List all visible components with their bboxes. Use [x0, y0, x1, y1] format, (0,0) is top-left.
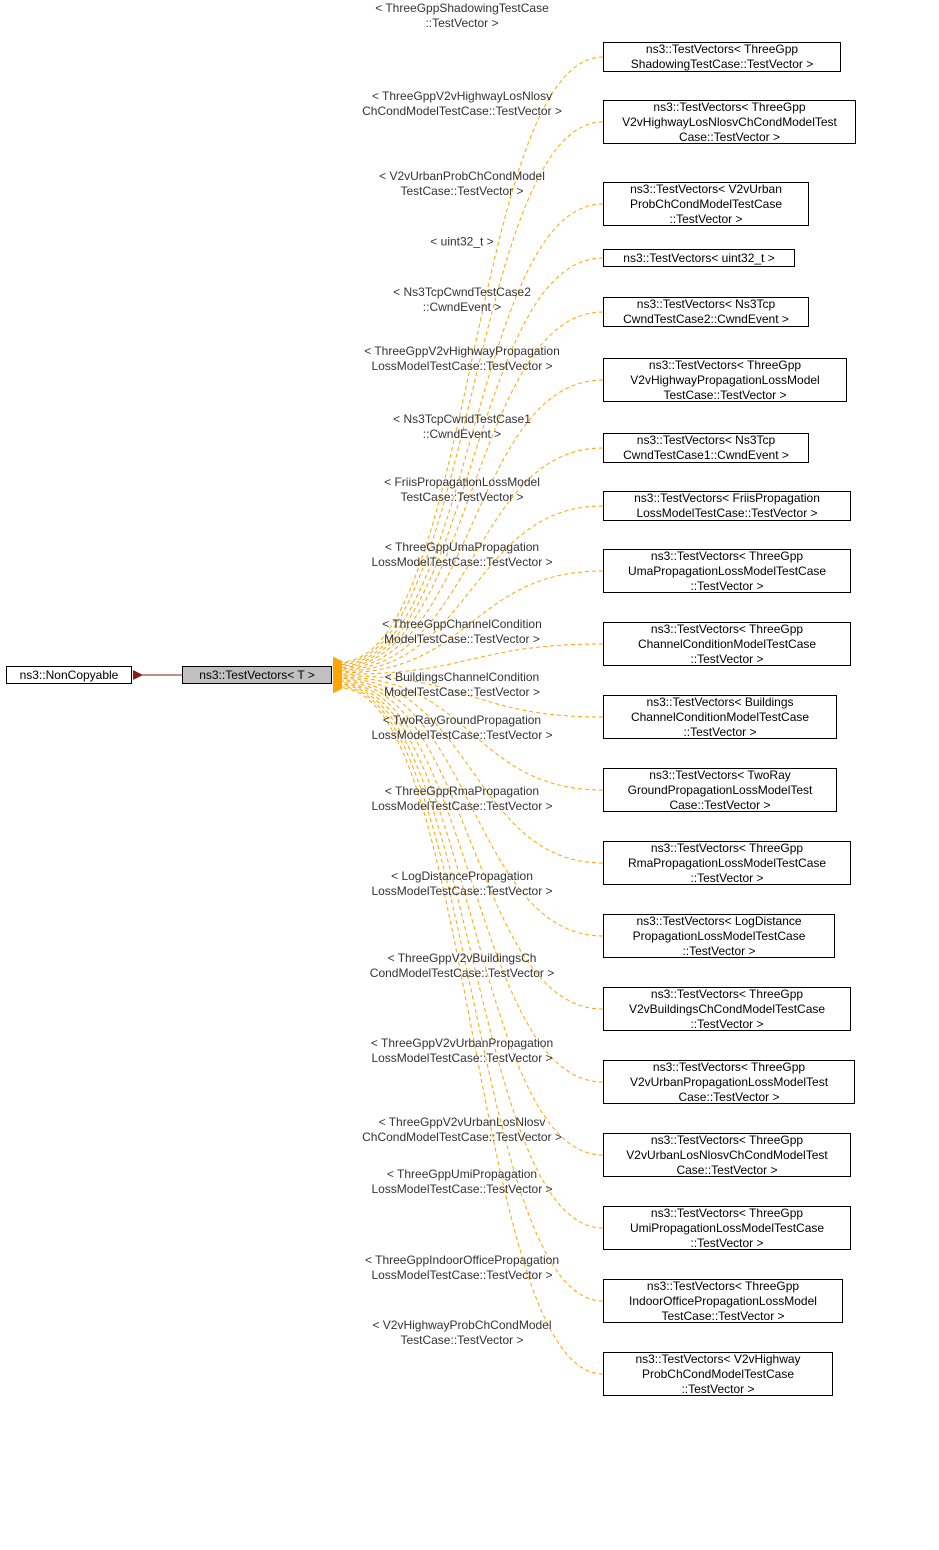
edge-label: < ThreeGppIndoorOfficePropagation LossMo… [365, 1253, 559, 1283]
node-testvectors-instance[interactable]: ns3::TestVectors< Ns3Tcp CwndTestCase1::… [603, 433, 809, 463]
edge-label: < ThreeGppUmiPropagation LossModelTestCa… [371, 1167, 552, 1197]
node-testvectors-instance[interactable]: ns3::TestVectors< ThreeGpp RmaPropagatio… [603, 841, 851, 885]
node-testvectors-instance[interactable]: ns3::TestVectors< V2vUrban ProbChCondMod… [603, 182, 809, 226]
node-testvectors-instance[interactable]: ns3::TestVectors< V2vHighway ProbChCondM… [603, 1352, 833, 1396]
node-testvectors-instance[interactable]: ns3::TestVectors< ThreeGpp UmiPropagatio… [603, 1206, 851, 1250]
edge-label: < V2vUrbanProbChCondModel TestCase::Test… [379, 169, 545, 199]
node-testvectors-instance[interactable]: ns3::TestVectors< ThreeGpp V2vUrbanLosNl… [603, 1133, 851, 1177]
node-testvectors-instance[interactable]: ns3::TestVectors< ThreeGpp IndoorOfficeP… [603, 1279, 843, 1323]
node-testvectors-instance[interactable]: ns3::TestVectors< FriisPropagation LossM… [603, 491, 851, 521]
node-testvectors-instance[interactable]: ns3::TestVectors< ThreeGpp V2vUrbanPropa… [603, 1060, 855, 1104]
edge-label: < ThreeGppRmaPropagation LossModelTestCa… [371, 784, 552, 814]
node-testvectors-instance[interactable]: ns3::TestVectors< Ns3Tcp CwndTestCase2::… [603, 297, 809, 327]
edge-label: < ThreeGppV2vUrbanLosNlosv ChCondModelTe… [362, 1115, 562, 1145]
node-testvectors-instance[interactable]: ns3::TestVectors< ThreeGpp ShadowingTest… [603, 42, 841, 72]
edge-label: < ThreeGppV2vHighwayPropagation LossMode… [364, 344, 560, 374]
node-testvectors-instance[interactable]: ns3::TestVectors< LogDistance Propagatio… [603, 914, 835, 958]
edge-label: < ThreeGppChannelCondition ModelTestCase… [382, 617, 542, 647]
node-testvectors-instance[interactable]: ns3::TestVectors< ThreeGpp V2vBuildingsC… [603, 987, 851, 1031]
node-testvectors-instance[interactable]: ns3::TestVectors< ThreeGpp V2vHighwayPro… [603, 358, 847, 402]
edge-label: < ThreeGppV2vUrbanPropagation LossModelT… [371, 1036, 553, 1066]
node-noncopyable[interactable]: ns3::NonCopyable [6, 666, 132, 684]
node-testvectors-instance[interactable]: ns3::TestVectors< TwoRay GroundPropagati… [603, 768, 837, 812]
edge-label: < BuildingsChannelCondition ModelTestCas… [384, 670, 540, 700]
edge-label: < ThreeGppUmaPropagation LossModelTestCa… [371, 540, 552, 570]
node-testvectors-t[interactable]: ns3::TestVectors< T > [182, 666, 332, 684]
node-testvectors-instance[interactable]: ns3::TestVectors< ThreeGpp V2vHighwayLos… [603, 100, 856, 144]
edge-label: < ThreeGppShadowingTestCase ::TestVector… [375, 1, 549, 31]
edge-label: < LogDistancePropagation LossModelTestCa… [371, 869, 552, 899]
node-testvectors-instance[interactable]: ns3::TestVectors< ThreeGpp ChannelCondit… [603, 622, 851, 666]
edge-label: < TwoRayGroundPropagation LossModelTestC… [371, 713, 552, 743]
edge-label: < ThreeGppV2vBuildingsCh CondModelTestCa… [370, 951, 554, 981]
node-testvectors-instance[interactable]: ns3::TestVectors< Buildings ChannelCondi… [603, 695, 837, 739]
edge-label: < ThreeGppV2vHighwayLosNlosv ChCondModel… [362, 89, 562, 119]
edge-label: < V2vHighwayProbChCondModel TestCase::Te… [372, 1318, 551, 1348]
edge-label: < uint32_t > [430, 235, 493, 250]
edge-label: < FriisPropagationLossModel TestCase::Te… [384, 475, 540, 505]
node-testvectors-instance[interactable]: ns3::TestVectors< ThreeGpp UmaPropagatio… [603, 549, 851, 593]
edge-label: < Ns3TcpCwndTestCase1 ::CwndEvent > [393, 412, 531, 442]
edge-label: < Ns3TcpCwndTestCase2 ::CwndEvent > [393, 285, 531, 315]
node-testvectors-instance[interactable]: ns3::TestVectors< uint32_t > [603, 249, 795, 267]
